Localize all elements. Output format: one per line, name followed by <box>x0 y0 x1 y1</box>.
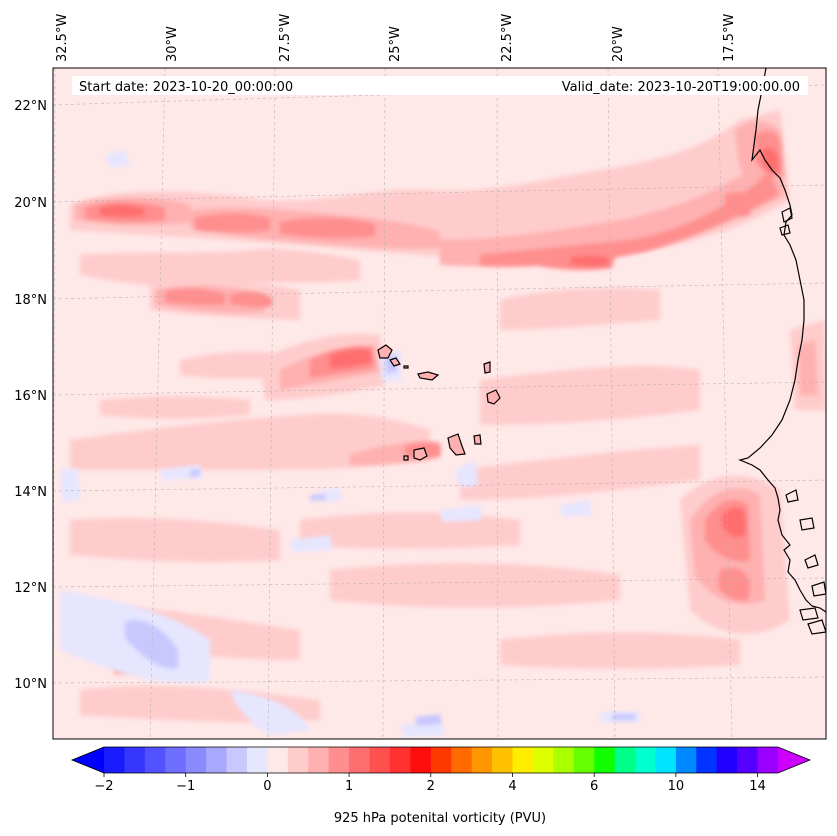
colorbar-cell <box>144 747 166 773</box>
longitude-labels: 32.5°W 30°W 27.5°W 25°W 22.5°W 20°W 17.5… <box>55 14 737 62</box>
colorbar-cell <box>675 747 697 773</box>
info-banner <box>72 76 808 95</box>
colorbar-cell <box>737 747 759 773</box>
lat-label: 20°N <box>14 196 47 211</box>
lon-label: 27.5°W <box>278 14 293 62</box>
lat-label: 22°N <box>14 99 47 114</box>
colorbar-tick-label: 10 <box>668 779 685 794</box>
colorbar: −2 −1 0 1 2 4 6 10 14 925 hPa potenital vorticit… <box>70 746 812 826</box>
valid-date-label: Valid_date: 2023-10-20T19:00:00.00 <box>562 80 800 95</box>
lon-label: 20°W <box>611 26 626 62</box>
colorbar-under-arrow <box>72 747 104 773</box>
lat-label: 10°N <box>14 677 47 692</box>
colorbar-cell <box>451 747 473 773</box>
colorbar-cell <box>757 747 779 773</box>
colorbar-cell <box>410 747 432 773</box>
lat-label: 16°N <box>14 389 47 404</box>
colorbar-cell <box>226 747 248 773</box>
colorbar-cell <box>492 747 514 773</box>
colorbar-tick-label: 0 <box>263 779 271 794</box>
lon-label: 30°W <box>165 26 180 62</box>
lat-label: 14°N <box>14 485 47 500</box>
colorbar-cell <box>573 747 595 773</box>
colorbar-cells <box>104 747 779 773</box>
colorbar-cell <box>267 747 289 773</box>
lon-label: 22.5°W <box>500 14 515 62</box>
colorbar-tick-label: −2 <box>94 779 113 794</box>
lat-label: 12°N <box>14 581 47 596</box>
lon-label: 17.5°W <box>722 14 737 62</box>
colorbar-cell <box>369 747 391 773</box>
colorbar-cell <box>635 747 657 773</box>
colorbar-tick-label: 1 <box>345 779 353 794</box>
lat-label: 18°N <box>14 293 47 308</box>
colorbar-cell <box>532 747 554 773</box>
colorbar-cell <box>512 747 534 773</box>
pv-field <box>53 68 826 739</box>
latitude-labels: 22°N 20°N 18°N 16°N 14°N 12°N 10°N <box>14 99 47 692</box>
gridlines <box>53 68 826 739</box>
colorbar-cell <box>716 747 738 773</box>
colorbar-ticks: −2 −1 0 1 2 4 6 10 14 <box>94 773 766 794</box>
colorbar-tick-label: 14 <box>749 779 766 794</box>
colorbar-cell <box>389 747 411 773</box>
colorbar-cell <box>206 747 228 773</box>
colorbar-cell <box>471 747 493 773</box>
colorbar-cell <box>328 747 350 773</box>
colorbar-cell <box>104 747 126 773</box>
colorbar-cell <box>614 747 636 773</box>
map-frame <box>52 67 827 740</box>
colorbar-cell <box>246 747 268 773</box>
colorbar-cell <box>696 747 718 773</box>
colorbar-tick-label: 4 <box>508 779 516 794</box>
colorbar-cell <box>287 747 309 773</box>
colorbar-cell <box>655 747 677 773</box>
colorbar-tick-label: 2 <box>427 779 435 794</box>
colorbar-cell <box>165 747 187 773</box>
start-date-label: Start date: 2023-10-20_00:00:00 <box>79 80 293 95</box>
colorbar-label: 925 hPa potenital vorticity (PVU) <box>334 811 546 826</box>
colorbar-cell <box>124 747 146 773</box>
colorbar-cell <box>594 747 616 773</box>
colorbar-cell <box>349 747 371 773</box>
lon-label: 25°W <box>388 26 403 62</box>
colorbar-cell <box>430 747 452 773</box>
colorbar-cell <box>185 747 207 773</box>
colorbar-over-arrow <box>778 747 810 773</box>
colorbar-cell <box>308 747 330 773</box>
colorbar-tick-label: 6 <box>590 779 598 794</box>
coastline <box>738 68 826 635</box>
colorbar-tick-label: −1 <box>176 779 195 794</box>
colorbar-cell <box>553 747 575 773</box>
islands <box>377 344 501 461</box>
lon-label: 32.5°W <box>55 14 70 62</box>
